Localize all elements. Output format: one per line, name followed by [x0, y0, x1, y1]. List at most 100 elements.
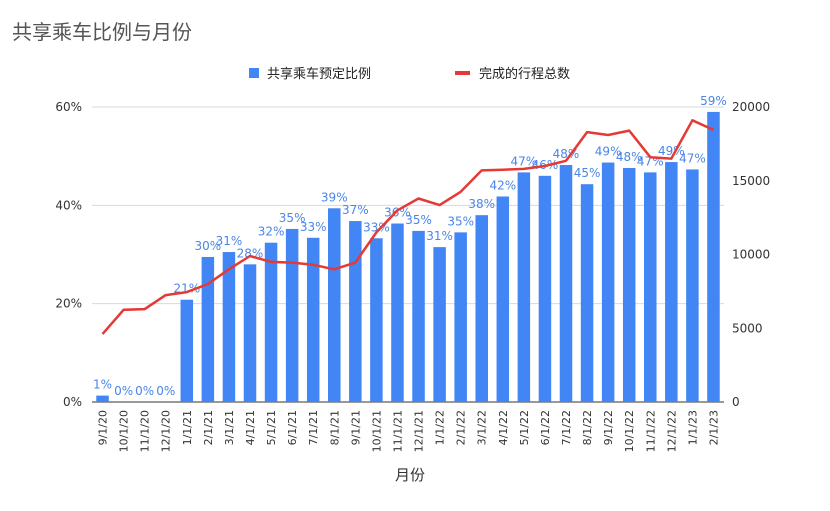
bar	[243, 264, 257, 402]
bar	[180, 299, 194, 402]
bar-data-label: 42%	[489, 178, 516, 192]
x-tick-label: 10/1/21	[370, 410, 383, 452]
x-tick-label: 10/1/22	[623, 410, 636, 452]
bar-data-label: 59%	[700, 94, 727, 108]
x-tick-label: 9/1/22	[602, 410, 615, 445]
bar	[686, 169, 699, 402]
bar-data-label: 0%	[114, 384, 133, 398]
legend: 共享乘车预定比例 完成的行程总数	[249, 66, 570, 82]
x-tick-label: 3/1/21	[223, 410, 236, 445]
bar-data-label: 1%	[93, 378, 112, 392]
bar	[306, 237, 320, 402]
x-tick-label: 9/1/21	[349, 410, 362, 445]
x-tick-label: 2/1/21	[202, 410, 215, 445]
x-tick-label: 4/1/21	[244, 410, 257, 445]
x-axis-title: 月份	[395, 466, 425, 484]
bar-data-label: 38%	[468, 197, 495, 211]
bar	[349, 221, 362, 402]
bar-data-label: 33%	[300, 220, 327, 234]
bar	[328, 208, 341, 402]
left-axis-ticks: 0% 20% 40% 60%	[55, 100, 82, 409]
y2-tick-label: 10000	[732, 248, 770, 262]
chart-title: 共享乘车比例与月份	[12, 20, 192, 44]
bar	[454, 232, 467, 402]
y-tick-label: 60%	[55, 100, 82, 114]
bar	[264, 242, 278, 402]
x-tick-label: 5/1/22	[518, 410, 531, 445]
right-axis-ticks: 0 5000 10000 15000 20000	[732, 100, 770, 409]
bar	[707, 111, 720, 403]
bar	[538, 175, 552, 402]
x-tick-label: 2/1/23	[707, 410, 720, 445]
x-tick-label: 1/1/22	[434, 410, 447, 445]
y2-tick-label: 5000	[732, 321, 763, 335]
bar-data-label: 31%	[216, 234, 243, 248]
bar	[433, 247, 446, 402]
y-tick-label: 20%	[55, 297, 82, 311]
x-tick-label: 2/1/22	[455, 410, 468, 445]
legend-label-line: 完成的行程总数	[479, 66, 570, 82]
bar	[559, 165, 573, 402]
y-tick-label: 40%	[55, 198, 82, 212]
x-tick-label: 12/1/20	[160, 410, 173, 452]
y2-tick-label: 20000	[732, 100, 770, 114]
bar	[601, 162, 615, 402]
bar	[496, 196, 510, 402]
bar	[201, 256, 215, 402]
x-tick-label: 1/1/23	[686, 410, 699, 445]
bar	[644, 172, 657, 402]
x-tick-label: 12/1/22	[665, 410, 678, 452]
bar-series	[96, 111, 720, 403]
bar	[622, 167, 636, 402]
bar	[665, 162, 678, 402]
bar-data-label: 32%	[258, 225, 285, 239]
bar-data-label: 35%	[405, 213, 432, 227]
legend-swatch-line	[455, 71, 470, 75]
x-tick-label: 1/1/21	[181, 410, 194, 445]
x-tick-label: 5/1/21	[265, 410, 278, 445]
bar-data-label: 35%	[447, 214, 474, 228]
bar-data-label: 31%	[426, 229, 453, 243]
x-axis-ticks: 9/1/20 10/1/20 11/1/20 12/1/20 1/1/21 2/1/21 3…	[97, 410, 721, 452]
y-tick-label: 0%	[63, 395, 82, 409]
legend-label-bar: 共享乘车预定比例	[267, 66, 371, 82]
bar-data-label: 48%	[616, 150, 643, 164]
bar-data-label: 37%	[342, 203, 369, 217]
x-tick-label: 8/1/22	[581, 410, 594, 445]
bar-data-label: 47%	[511, 154, 538, 168]
bar-data-label: 47%	[679, 151, 706, 165]
bar	[222, 252, 236, 402]
bar	[285, 228, 299, 402]
x-tick-label: 7/1/21	[307, 410, 320, 445]
x-tick-label: 9/1/20	[97, 410, 110, 445]
bar	[412, 230, 425, 402]
x-tick-label: 3/1/22	[476, 410, 489, 445]
x-tick-label: 11/1/21	[391, 410, 404, 452]
x-tick-label: 6/1/21	[286, 410, 299, 445]
y2-tick-label: 0	[732, 395, 740, 409]
bar-data-label: 0%	[156, 384, 175, 398]
line-series	[101, 119, 715, 335]
x-tick-label: 10/1/20	[118, 410, 131, 452]
x-tick-label: 11/1/22	[644, 410, 657, 452]
y2-tick-label: 15000	[732, 174, 770, 188]
line-path	[101, 119, 715, 335]
bar-data-label: 35%	[279, 211, 306, 225]
x-tick-label: 7/1/22	[560, 410, 573, 445]
bar	[580, 184, 594, 402]
x-tick-label: 4/1/22	[497, 410, 510, 445]
bar-data-label: 39%	[321, 190, 348, 204]
bar	[517, 172, 531, 402]
bar-data-label: 30%	[195, 239, 222, 253]
legend-swatch-bar	[249, 68, 259, 78]
bar-data-label: 0%	[135, 384, 154, 398]
bar	[391, 223, 404, 402]
bar	[96, 395, 109, 402]
bar-data-label: 45%	[574, 166, 601, 180]
x-tick-label: 6/1/22	[539, 410, 552, 445]
x-tick-label: 8/1/21	[328, 410, 341, 445]
bar	[370, 238, 383, 402]
bar	[475, 215, 488, 402]
x-tick-label: 11/1/20	[139, 410, 152, 452]
